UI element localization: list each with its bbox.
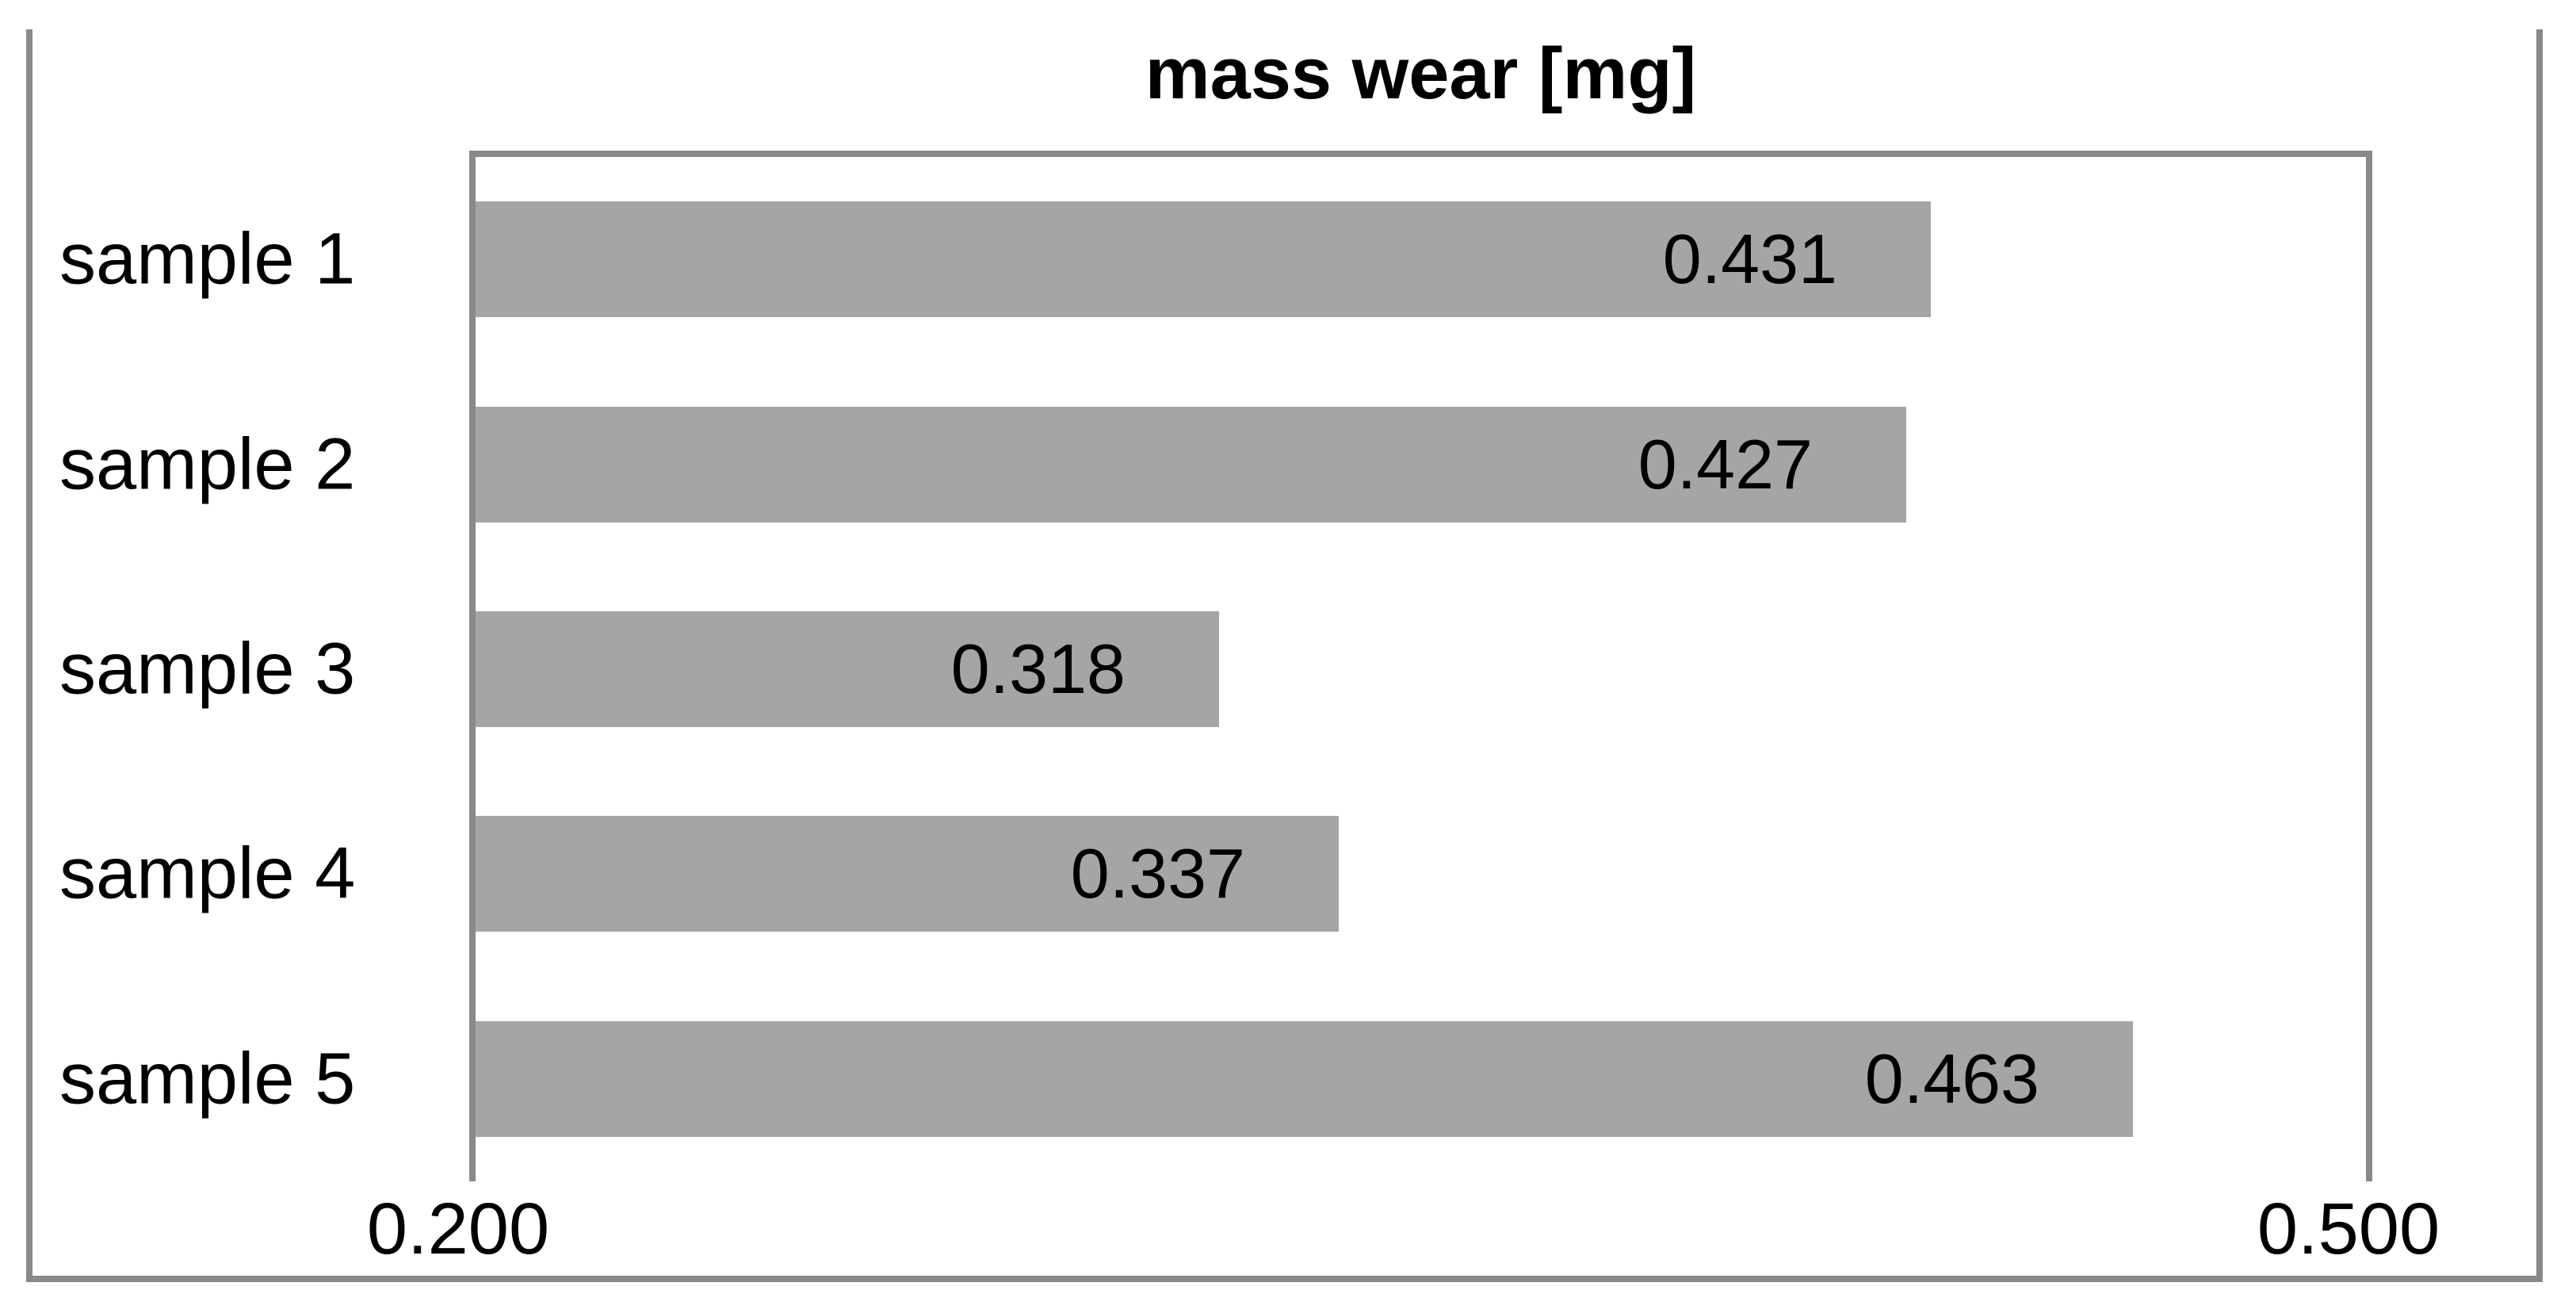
- category-label-1: sample 1: [59, 218, 356, 300]
- bar-sample-5: 0.463: [476, 1020, 2133, 1137]
- bar-value-label: 0.431: [1662, 220, 1837, 299]
- category-label-2: sample 2: [59, 423, 356, 505]
- category-label-5: sample 5: [59, 1038, 356, 1120]
- bar-sample-4: 0.337: [476, 816, 1339, 932]
- x-axis-tick-label-0.200: 0.200: [366, 1189, 550, 1269]
- bar-value-label: 0.337: [1070, 834, 1245, 913]
- x-axis-tick-label-0.500: 0.500: [2257, 1189, 2440, 1269]
- category-label-3: sample 3: [59, 628, 356, 710]
- bar-sample-1: 0.431: [476, 201, 1931, 318]
- bar-value-label: 0.427: [1638, 424, 1813, 503]
- chart-title: mass wear [mg]: [1145, 33, 1697, 114]
- chart-frame: [26, 29, 2543, 1282]
- bar-sample-2: 0.427: [476, 406, 1906, 523]
- bar-value-label: 0.463: [1864, 1039, 2039, 1118]
- plot-area: 0.431 0.427 0.318 0.337 0.463: [469, 151, 2372, 1181]
- bar-value-label: 0.318: [950, 630, 1126, 708]
- category-label-4: sample 4: [59, 833, 356, 914]
- bar-sample-3: 0.318: [476, 611, 1219, 727]
